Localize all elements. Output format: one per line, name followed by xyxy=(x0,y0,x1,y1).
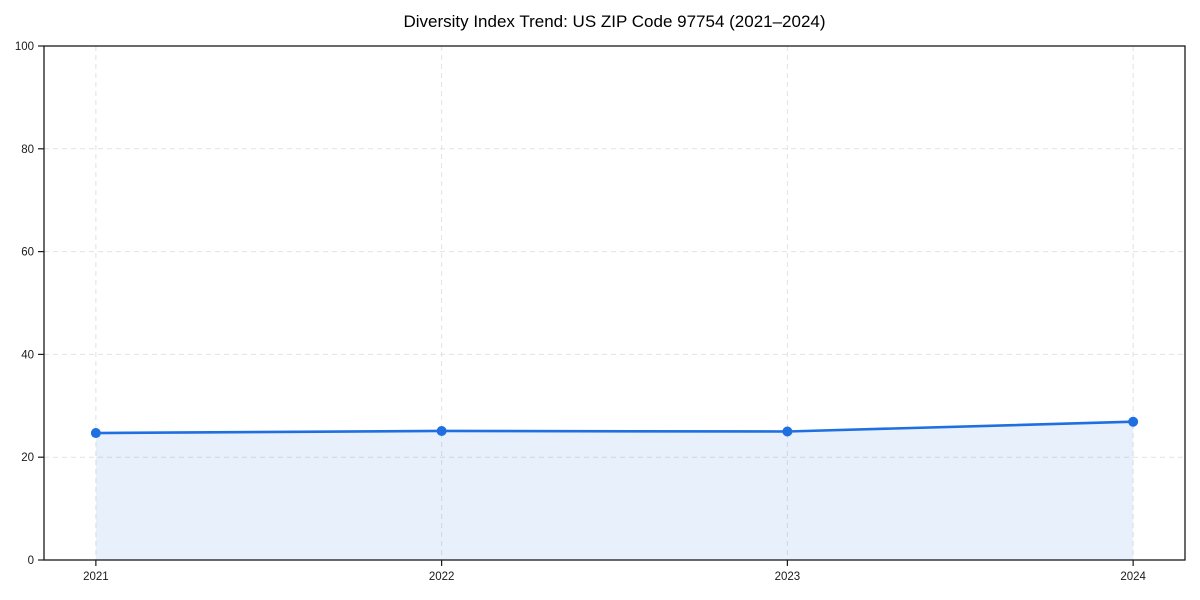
y-tick-label: 40 xyxy=(21,349,34,361)
x-tick-label: 2022 xyxy=(429,571,455,583)
y-tick-label: 20 xyxy=(21,452,34,464)
y-tick-label: 80 xyxy=(21,144,34,156)
chart-title: Diversity Index Trend: US ZIP Code 97754… xyxy=(403,12,826,31)
x-tick-label: 2021 xyxy=(83,571,109,583)
data-point-2021 xyxy=(90,428,101,439)
x-tick-label: 2024 xyxy=(1120,571,1146,583)
plot-border xyxy=(43,45,1186,561)
x-tick-label: 2023 xyxy=(775,571,801,583)
data-point-2023 xyxy=(782,426,793,437)
data-point-2024 xyxy=(1128,416,1139,427)
y-tick-label: 100 xyxy=(15,41,34,53)
area-fill xyxy=(95,421,1134,560)
y-tick-label: 0 xyxy=(28,555,34,567)
data-point-2022 xyxy=(436,425,447,436)
trend-line xyxy=(94,420,1135,435)
y-tick-label: 60 xyxy=(21,247,34,259)
